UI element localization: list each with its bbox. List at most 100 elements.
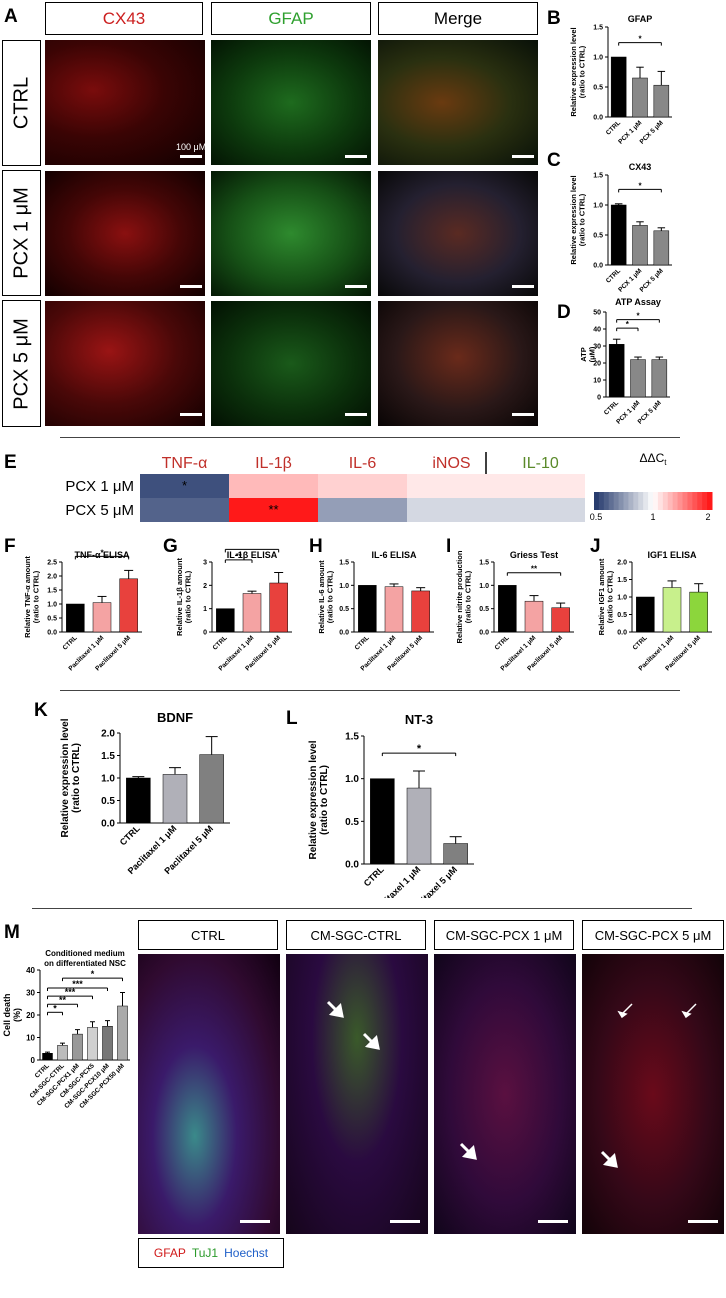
bar (87, 1027, 98, 1061)
y-tick-label: 0.0 (47, 629, 57, 636)
scale-bar-label: 100 μM (176, 142, 207, 152)
chart-title: CX43 (629, 162, 652, 172)
heatmap-column-label: IL-10 (522, 455, 559, 472)
y-axis-label: (ratio to CTRL) (578, 193, 587, 246)
colorbar-segment (653, 492, 659, 510)
row-label-pcx5: PCX 5 μM (2, 300, 41, 427)
chart-f-tnf: TNF-α ELISA Relative TNF-α amount (ratio t… (23, 548, 142, 672)
y-tick-label: 1.5 (47, 587, 57, 594)
x-tick-label: CTRL (605, 267, 622, 284)
significance-label: ** (531, 565, 538, 574)
row-label-ctrl: CTRL (2, 40, 41, 166)
bar (524, 600, 544, 633)
y-tick-label: 0.5 (339, 606, 349, 613)
colorbar-segment (598, 492, 605, 510)
y-tick-label: 1.0 (345, 774, 359, 785)
bar (632, 225, 648, 266)
y-tick-label: 0 (31, 1056, 36, 1065)
bar (216, 608, 235, 633)
y-axis-label: Relative TNF-α amount (23, 556, 32, 638)
chart-title: NT-3 (405, 712, 433, 727)
y-tick-label: 0.0 (593, 262, 603, 269)
micrograph-gfap-pcx1 (211, 171, 371, 296)
micrograph-cx43-ctrl (45, 40, 205, 165)
chart-g-il1b: IL-1β ELISA Relative IL-1β amount (ratio t… (175, 546, 292, 672)
chart-h-il6: IL-6 ELISA Relative IL-6 amount (ratio to … (317, 550, 434, 672)
y-tick-label: 10 (26, 1033, 35, 1042)
micrograph-m-ctrl (138, 954, 280, 1234)
significance-label: * (636, 312, 640, 321)
y-tick-label: 0.0 (479, 629, 489, 636)
panel-label-e: E (4, 452, 17, 473)
y-tick-label: 20 (26, 1011, 35, 1020)
panel-label-m: M (4, 922, 20, 943)
block-arrow-icon (600, 1150, 618, 1168)
colorbar-segment (692, 492, 698, 510)
bar (498, 585, 517, 633)
colorbar-tick-label: 2 (705, 512, 710, 522)
colorbar-segment (662, 492, 669, 510)
y-tick-label: 1.5 (593, 24, 603, 31)
chart-i-griess: Griess Test Relative nitrite production (r… (455, 550, 574, 672)
bar (57, 1045, 68, 1061)
significance-label: * (417, 743, 422, 755)
bar (370, 778, 395, 865)
stain-legend-hoechst: Hoechst (224, 1246, 269, 1260)
y-tick-label: 1.0 (479, 583, 489, 590)
section-divider (32, 908, 692, 909)
bar (651, 359, 668, 398)
y-tick-label: 0.5 (593, 232, 603, 239)
chart-title: ATP Assay (615, 297, 661, 307)
scale-bar (390, 1220, 420, 1223)
colorbar-segment (648, 492, 654, 510)
image-header-cm-sgc-ctrl: CM-SGC-CTRL (286, 920, 426, 950)
scale-bar (688, 1220, 718, 1223)
image-header-cm-sgc-pcx5: CM-SGC-PCX 5 μM (582, 920, 724, 950)
y-tick-label: 1.0 (617, 594, 627, 601)
x-tick-label: CTRL (354, 634, 371, 651)
y-axis-label: (ratio to CTRL) (464, 570, 473, 623)
bar (199, 754, 224, 824)
y-tick-label: 1.5 (101, 751, 115, 762)
y-tick-label: 2.5 (47, 559, 57, 566)
y-tick-label: 0.0 (593, 114, 603, 121)
stain-legend-gfap: GFAP (153, 1246, 186, 1260)
heatmap-cell (229, 474, 318, 498)
chart-title: Griess Test (510, 550, 558, 560)
scale-bar (180, 413, 202, 416)
panel-label-b: B (547, 8, 561, 29)
bar (630, 359, 646, 398)
heatmap-cell (318, 474, 407, 498)
y-tick-label: 0.5 (617, 612, 627, 619)
x-tick-label: CTRL (62, 634, 79, 651)
y-tick-label: 1.0 (47, 601, 57, 608)
significance-label: * (53, 1003, 57, 1013)
y-axis-label: (ratio to CTRL) (606, 570, 615, 623)
y-tick-label: 40 (26, 966, 35, 975)
significance-label: *** (65, 987, 76, 997)
chart-title: on differentiated NSC (44, 959, 126, 968)
heatmap-column-label: IL-6 (349, 455, 377, 472)
y-tick-label: 0.0 (339, 629, 349, 636)
bar (92, 602, 112, 633)
scale-bar (180, 155, 202, 158)
heatmap-cell-annotation: * (182, 478, 187, 493)
scale-bar (538, 1220, 568, 1223)
y-tick-label: 2.0 (617, 559, 627, 566)
bar (406, 787, 432, 865)
bar (632, 77, 648, 118)
significance-label: * (626, 320, 630, 329)
colorbar-tick-label: 0.5 (590, 512, 603, 522)
chart-k-bdnf: BDNF Relative expression level (ratio to C… (60, 710, 230, 876)
y-tick-label: 20 (593, 360, 601, 367)
y-tick-label: 1 (203, 606, 207, 613)
y-axis-label: (ratio to CTRL) (326, 570, 335, 623)
y-tick-label: 0.5 (47, 615, 57, 622)
arrow-icon (617, 1003, 633, 1019)
x-tick-label: CTRL (632, 634, 649, 651)
micrograph-cx43-pcx1 (45, 171, 205, 296)
heatmap-cell (140, 474, 229, 498)
panel-label-c: C (547, 150, 561, 171)
y-axis-label: Relative expression level (60, 718, 71, 837)
